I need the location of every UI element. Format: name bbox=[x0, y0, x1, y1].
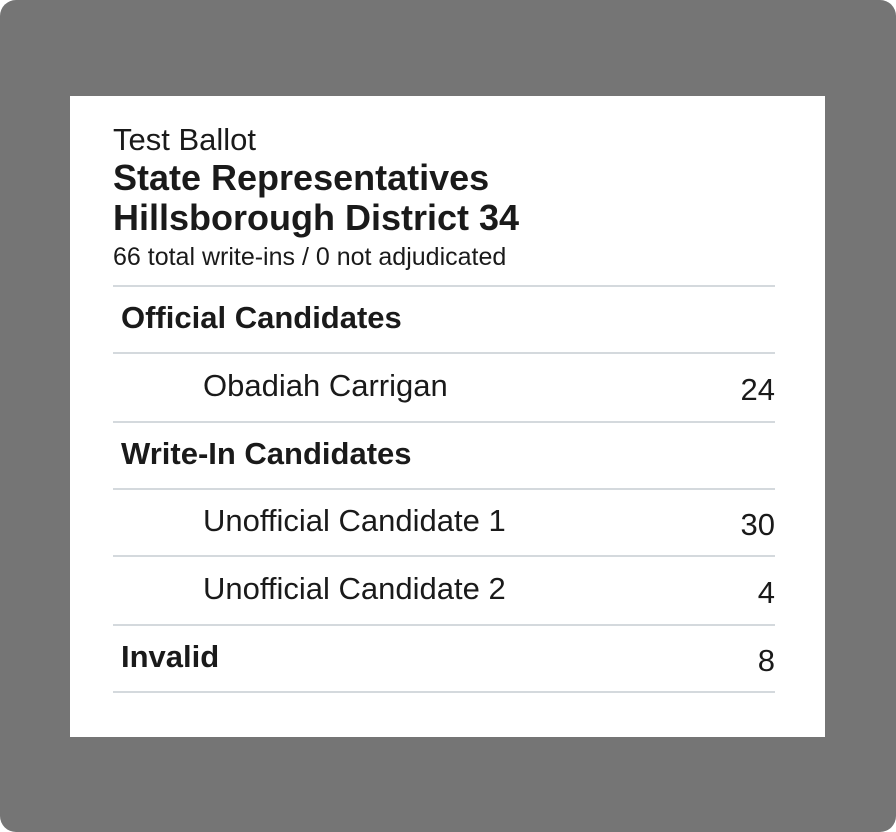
write-in-report-card: Test Ballot State Representatives Hillsb… bbox=[70, 96, 825, 737]
candidate-count: 4 bbox=[757, 574, 775, 610]
candidate-name: Obadiah Carrigan bbox=[203, 367, 448, 403]
report-header: Test Ballot State Representatives Hillsb… bbox=[113, 122, 783, 272]
candidate-row: Unofficial Candidate 1 30 bbox=[113, 490, 775, 557]
ballot-type-label: Test Ballot bbox=[113, 122, 257, 157]
group-label: Write-In Candidates bbox=[121, 435, 412, 471]
candidate-count: 30 bbox=[740, 506, 775, 542]
invalid-count: 8 bbox=[757, 642, 775, 678]
candidate-row: Obadiah Carrigan 24 bbox=[113, 354, 775, 423]
contest-title: State Representatives Hillsborough Distr… bbox=[113, 158, 783, 238]
invalid-label: Invalid bbox=[121, 638, 220, 674]
candidate-name: Unofficial Candidate 2 bbox=[203, 570, 506, 606]
candidate-row: Unofficial Candidate 2 4 bbox=[113, 557, 775, 626]
official-candidates-header: Official Candidates bbox=[113, 287, 775, 354]
group-label: Official Candidates bbox=[121, 299, 402, 335]
candidate-name: Unofficial Candidate 1 bbox=[203, 502, 506, 538]
contest-title-line-2: Hillsborough District 34 bbox=[113, 197, 520, 238]
candidate-count: 24 bbox=[740, 371, 775, 407]
write-in-candidates-header: Write-In Candidates bbox=[113, 423, 775, 490]
tally-table: Official Candidates Obadiah Carrigan 24 … bbox=[113, 285, 775, 693]
invalid-row: Invalid 8 bbox=[113, 626, 775, 693]
contest-title-line-1: State Representatives bbox=[113, 157, 490, 198]
write-in-summary: 66 total write-ins / 0 not adjudicated bbox=[113, 243, 507, 271]
